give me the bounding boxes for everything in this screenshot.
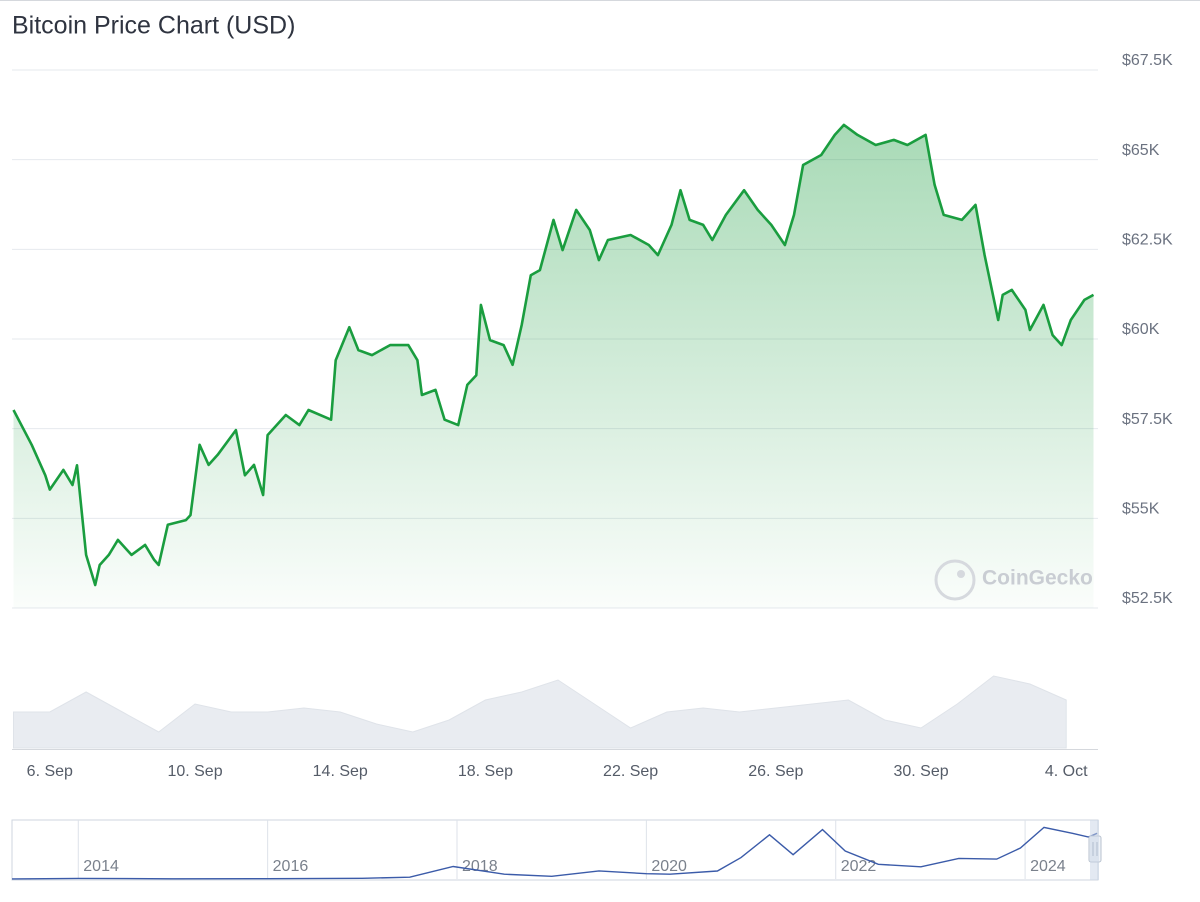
- price-line: [12, 123, 1095, 587]
- y-tick-label: $62.5K: [1122, 232, 1173, 249]
- x-tick-label: 14. Sep: [313, 763, 368, 780]
- x-tick-label: 2018: [462, 858, 498, 875]
- x-tick-label: 2016: [273, 858, 309, 875]
- x-tick-label: 30. Sep: [893, 763, 948, 780]
- y-tick-label: $60K: [1122, 321, 1160, 338]
- x-tick-label: 18. Sep: [458, 763, 513, 780]
- volume-area: [13, 675, 1067, 749]
- x-tick-label: 2014: [83, 858, 119, 875]
- x-tick-label: 2020: [651, 858, 687, 875]
- navigator-handle[interactable]: [1088, 820, 1102, 880]
- y-tick-label: $57.5K: [1122, 411, 1173, 428]
- y-tick-label: $52.5K: [1122, 590, 1173, 607]
- x-tick-label: 22. Sep: [603, 763, 658, 780]
- x-tick-label: 2024: [1030, 858, 1066, 875]
- watermark: CoinGecko: [934, 559, 1093, 601]
- navigator: 2014 2016 2018 2020 2022 2024: [11, 819, 1099, 881]
- volume-panel: [13, 675, 1067, 749]
- watermark-text: CoinGecko: [982, 567, 1093, 590]
- navigator-frame: [11, 819, 1099, 881]
- navigator-line: [11, 826, 1098, 880]
- y-tick-label: $55K: [1122, 501, 1160, 518]
- price-panel: $52.5K $55K $57.5K $60K $62.5K $65K $67.5K 6. S…: [12, 52, 1173, 780]
- y-tick-label: $67.5K: [1122, 52, 1173, 69]
- x-tick-label: 26. Sep: [748, 763, 803, 780]
- price-area: [13, 124, 1094, 609]
- x-tick-label: 10. Sep: [167, 763, 222, 780]
- x-tick-label: 6. Sep: [27, 763, 73, 780]
- chart-title: Bitcoin Price Chart (USD): [12, 12, 295, 40]
- x-tick-label: 4. Oct: [1045, 763, 1088, 780]
- y-tick-label: $65K: [1122, 142, 1160, 159]
- x-tick-label: 2022: [841, 858, 877, 875]
